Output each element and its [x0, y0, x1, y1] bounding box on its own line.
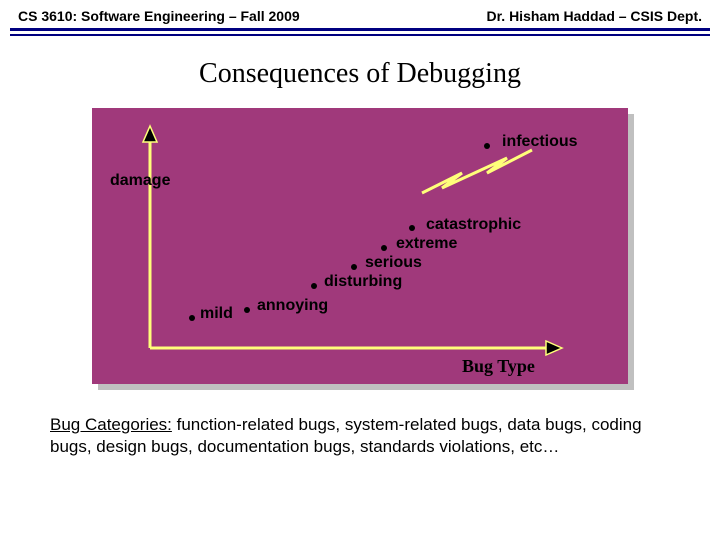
header-left: CS 3610: Software Engineering – Fall 200… — [18, 8, 300, 24]
caption: Bug Categories: function-related bugs, s… — [50, 414, 670, 458]
x-axis-label: Bug Type — [462, 356, 535, 377]
point-label-annoying: annoying — [257, 297, 328, 315]
point-label-infectious: infectious — [502, 133, 578, 151]
point-label-mild: mild — [200, 305, 233, 323]
chart-container: mild annoying disturbingseriousextremecata… — [92, 108, 628, 384]
header-rule-thick — [10, 28, 710, 31]
header-rule-thin — [10, 34, 710, 36]
point-label-extreme: extreme — [396, 235, 457, 253]
header-right: Dr. Hisham Haddad – CSIS Dept. — [487, 8, 703, 24]
point-label-catastrophic: catastrophic — [426, 216, 521, 234]
y-axis-label: damage — [110, 172, 170, 190]
slide-header: CS 3610: Software Engineering – Fall 200… — [0, 0, 720, 28]
point-label-disturbing: disturbing — [324, 273, 402, 291]
point-label-serious: serious — [365, 254, 422, 272]
slide-title: Consequences of Debugging — [0, 58, 720, 90]
caption-lead: Bug Categories: — [50, 415, 172, 434]
